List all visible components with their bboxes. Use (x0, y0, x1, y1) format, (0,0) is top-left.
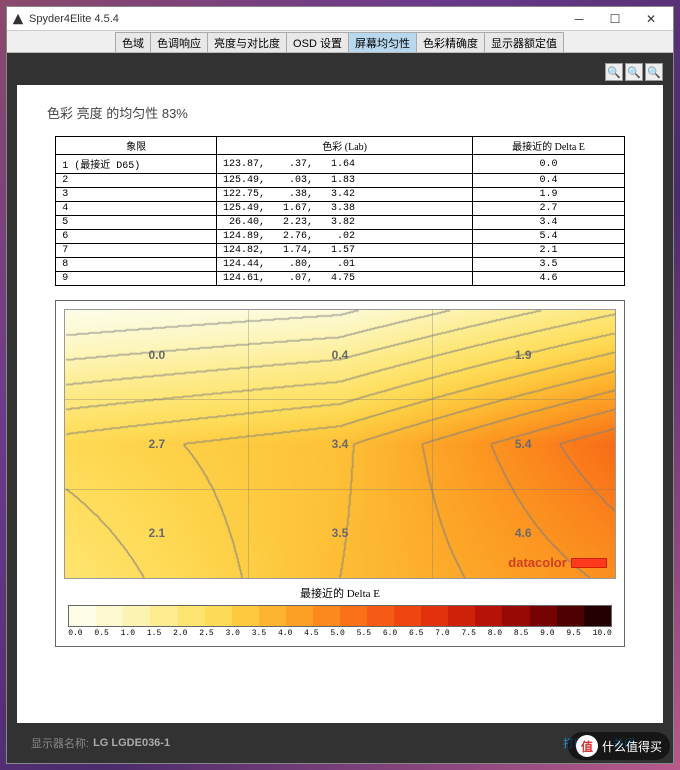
tab-bar: 色域色调响应亮度与对比度OSD 设置屏幕均匀性色彩精确度显示器额定值 (7, 31, 673, 53)
tab-5[interactable]: 色彩精确度 (416, 32, 485, 52)
color-scale (68, 605, 612, 627)
zoom-fit-icon[interactable]: 🔍 (645, 63, 663, 81)
tab-0[interactable]: 色域 (115, 32, 151, 52)
footer: 显示器名称: LG LGDE036-1 打印 关闭 (17, 723, 663, 763)
zoom-toolbar: 🔍 🔍 🔍 (17, 63, 663, 81)
tab-4[interactable]: 屏幕均匀性 (348, 32, 417, 52)
table-row: 7124.82, 1.74, 1.572.1 (56, 244, 625, 258)
badge-text: 什么值得买 (602, 738, 662, 755)
table-row: 3122.75, .38, 3.421.9 (56, 188, 625, 202)
table-row: 8124.44, .80, .013.5 (56, 258, 625, 272)
scale-ticks: 0.00.51.01.52.02.53.03.54.04.55.05.56.06… (68, 629, 612, 638)
watermark-badge: 值 什么值得买 (568, 732, 670, 760)
badge-icon: 值 (576, 735, 598, 757)
tab-2[interactable]: 亮度与对比度 (207, 32, 287, 52)
brand-text: datacolor (508, 555, 567, 570)
table-row: 1 (最接近 D65)123.87, .37, 1.640.0 (56, 155, 625, 174)
minimize-button[interactable]: ─ (561, 8, 597, 30)
app-window: Spyder4Elite 4.5.4 ─ ☐ ✕ 色域色调响应亮度与对比度OSD… (6, 6, 674, 764)
monitor-label: 显示器名称: (31, 735, 89, 751)
report-paper: 色彩 亮度 的均匀性 83% 象限色彩 (Lab)最接近的 Delta E 1 … (17, 85, 663, 723)
table-header: 象限 (56, 137, 217, 155)
table-header: 最接近的 Delta E (473, 137, 625, 155)
table-header: 色彩 (Lab) (217, 137, 473, 155)
brand-swatch (571, 558, 607, 568)
zoom-in-icon[interactable]: 🔍 (605, 63, 623, 81)
zoom-out-icon[interactable]: 🔍 (625, 63, 643, 81)
table-row: 9124.61, .07, 4.754.6 (56, 272, 625, 286)
close-button[interactable]: ✕ (633, 8, 669, 30)
heatmap-canvas (65, 310, 615, 578)
heatmap: 0.00.41.92.73.45.42.13.54.6 datacolor (64, 309, 616, 579)
chart-container: 0.00.41.92.73.45.42.13.54.6 datacolor 最接… (55, 300, 625, 647)
chart-subtitle: 最接近的 Delta E (64, 585, 616, 601)
monitor-name: LG LGDE036-1 (93, 737, 170, 749)
maximize-button[interactable]: ☐ (597, 8, 633, 30)
tab-1[interactable]: 色调响应 (150, 32, 208, 52)
table-row: 5 26.40, 2.23, 3.823.4 (56, 216, 625, 230)
uniformity-table: 象限色彩 (Lab)最接近的 Delta E 1 (最接近 D65)123.87… (55, 136, 625, 286)
titlebar: Spyder4Elite 4.5.4 ─ ☐ ✕ (7, 7, 673, 31)
content-area: 🔍 🔍 🔍 色彩 亮度 的均匀性 83% 象限色彩 (Lab)最接近的 Delt… (7, 53, 673, 763)
window-title: Spyder4Elite 4.5.4 (29, 13, 561, 25)
window-controls: ─ ☐ ✕ (561, 8, 669, 30)
app-icon (11, 12, 25, 26)
report-title: 色彩 亮度 的均匀性 83% (47, 103, 643, 122)
tab-3[interactable]: OSD 设置 (286, 32, 349, 52)
table-row: 6124.89, 2.76, .025.4 (56, 230, 625, 244)
tab-6[interactable]: 显示器额定值 (484, 32, 564, 52)
brand-mark: datacolor (508, 555, 607, 570)
table-row: 4125.49, 1.67, 3.382.7 (56, 202, 625, 216)
table-row: 2125.49, .03, 1.830.4 (56, 174, 625, 188)
